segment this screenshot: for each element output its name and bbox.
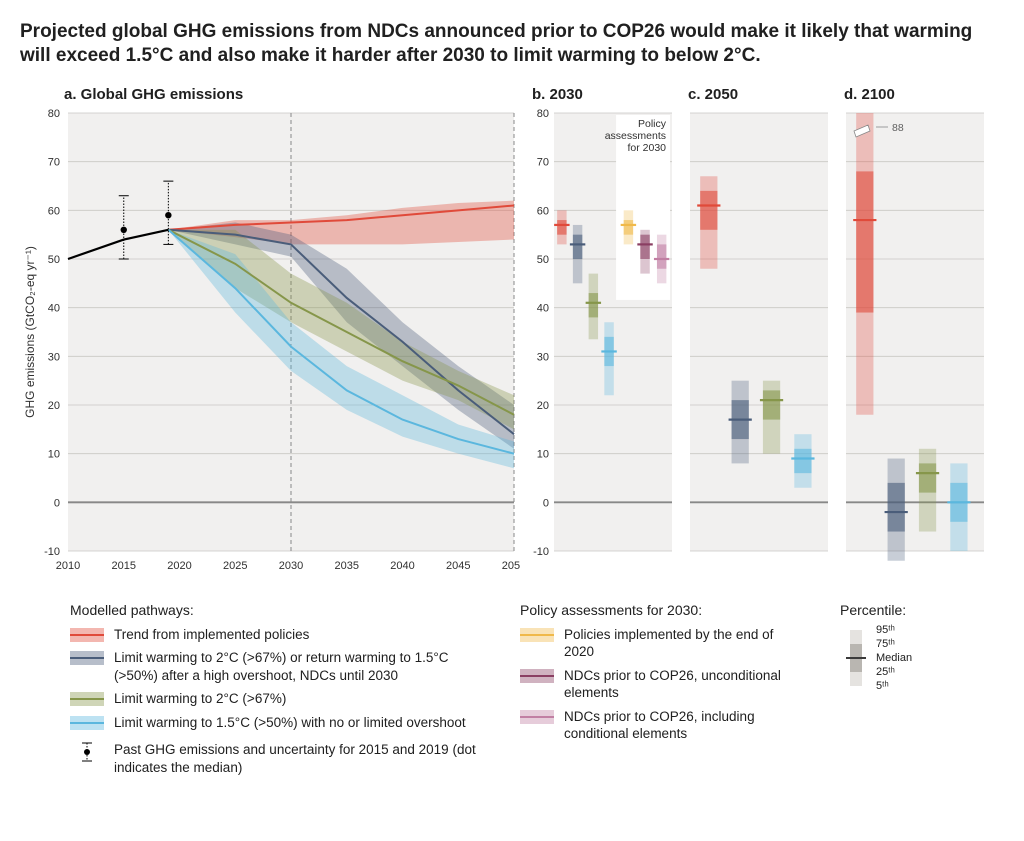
svg-text:70: 70	[48, 156, 60, 168]
svg-text:30: 30	[48, 351, 60, 363]
legends: Modelled pathways: Trend from implemente…	[20, 602, 1004, 783]
panel-c-svg	[684, 109, 832, 579]
legend-label: Limit warming to 2°C (>67%) or return wa…	[114, 649, 480, 684]
pk-median: Median	[876, 652, 912, 664]
legend-label: NDCs prior to COP26, unconditional eleme…	[564, 667, 794, 702]
pk-5: 5ᵗʰ	[876, 680, 889, 692]
svg-text:2015: 2015	[112, 560, 136, 572]
panel-d-title: d. 2100	[840, 86, 988, 103]
legend-item: NDCs prior to COP26, unconditional eleme…	[520, 667, 800, 702]
svg-text:88: 88	[892, 122, 904, 134]
legend-percentile: Percentile: 95ᵗʰ 75ᵗʰ Median 25ᵗʰ 5ᵗʰ	[840, 602, 960, 783]
panel-a-svg: -100102030405060708020102015202020252030…	[20, 109, 520, 579]
svg-text:40: 40	[48, 302, 60, 314]
svg-text:80: 80	[48, 109, 60, 120]
legend-label: Trend from implemented policies	[114, 626, 309, 644]
legend-item: Limit warming to 2°C (>67%)	[20, 690, 480, 708]
panel-c: c. 2050	[684, 86, 832, 584]
svg-text:0: 0	[54, 497, 60, 509]
svg-text:60: 60	[537, 205, 549, 217]
svg-text:2030: 2030	[279, 560, 303, 572]
svg-text:2040: 2040	[390, 560, 414, 572]
panel-c-title: c. 2050	[684, 86, 832, 103]
legend-label: Limit warming to 2°C (>67%)	[114, 690, 286, 708]
legend-pathways-heading: Modelled pathways:	[20, 602, 480, 618]
svg-text:for 2030: for 2030	[627, 142, 666, 154]
svg-text:60: 60	[48, 205, 60, 217]
pk-75: 75ᵗʰ	[876, 638, 895, 650]
legend-item: Trend from implemented policies	[20, 626, 480, 644]
legend-label: Limit warming to 1.5°C (>50%) with no or…	[114, 714, 466, 732]
panel-b: b. 2030 -10 0 10 20 30 40 50 60 70 80 Policyassess…	[528, 86, 676, 584]
panel-d: d. 2100 88	[840, 86, 988, 584]
pk-95: 95ᵗʰ	[876, 624, 895, 636]
color-swatch	[520, 710, 554, 724]
page-title: Projected global GHG emissions from NDCs…	[20, 20, 980, 68]
color-swatch	[520, 669, 554, 683]
color-swatch	[70, 628, 104, 642]
panel-a: a. Global GHG emissions -100102030405060…	[20, 86, 520, 584]
svg-text:-10: -10	[533, 546, 549, 558]
svg-text:2050: 2050	[502, 560, 520, 572]
svg-text:70: 70	[537, 156, 549, 168]
svg-text:2010: 2010	[56, 560, 80, 572]
svg-text:40: 40	[537, 302, 549, 314]
legend-policy: Policy assessments for 2030: Policies im…	[520, 602, 800, 783]
legend-policy-heading: Policy assessments for 2030:	[520, 602, 800, 618]
svg-text:2035: 2035	[335, 560, 359, 572]
panel-b-title: b. 2030	[528, 86, 676, 103]
svg-text:Policy: Policy	[638, 118, 667, 130]
pk-25: 25ᵗʰ	[876, 666, 895, 678]
legend-pathways: Modelled pathways: Trend from implemente…	[20, 602, 480, 783]
panel-d-svg: 88	[840, 109, 988, 579]
svg-text:2020: 2020	[167, 560, 191, 572]
svg-text:20: 20	[48, 400, 60, 412]
svg-text:2025: 2025	[223, 560, 247, 572]
charts-row: a. Global GHG emissions -100102030405060…	[20, 86, 1004, 584]
legend-item: Limit warming to 2°C (>67%) or return wa…	[20, 649, 480, 684]
svg-text:2045: 2045	[446, 560, 470, 572]
color-swatch	[520, 628, 554, 642]
svg-text:GHG emissions (GtCO₂-eq yr⁻¹): GHG emissions (GtCO₂-eq yr⁻¹)	[23, 246, 37, 418]
legend-item: Policies implemented by the end of 2020	[520, 626, 800, 661]
svg-text:assessments: assessments	[605, 130, 666, 142]
legend-item: Limit warming to 1.5°C (>50%) with no or…	[20, 714, 480, 732]
svg-text:-10: -10	[44, 546, 60, 558]
svg-text:10: 10	[48, 448, 60, 460]
svg-text:50: 50	[537, 254, 549, 266]
legend-errbar-row: Past GHG emissions and uncertainty for 2…	[20, 741, 480, 776]
svg-text:20: 20	[537, 400, 549, 412]
percentile-key: 95ᵗʰ 75ᵗʰ Median 25ᵗʰ 5ᵗʰ	[840, 626, 872, 690]
legend-percentile-heading: Percentile:	[840, 602, 960, 618]
color-swatch	[70, 716, 104, 730]
color-swatch	[70, 651, 104, 665]
svg-text:30: 30	[537, 351, 549, 363]
errbar-icon	[70, 741, 104, 763]
svg-text:0: 0	[543, 497, 549, 509]
svg-text:80: 80	[537, 109, 549, 120]
legend-label: Policies implemented by the end of 2020	[564, 626, 794, 661]
svg-text:50: 50	[48, 254, 60, 266]
panel-a-title: a. Global GHG emissions	[20, 86, 520, 103]
legend-label: NDCs prior to COP26, including condition…	[564, 708, 794, 743]
color-swatch	[70, 692, 104, 706]
panel-b-svg: -10 0 10 20 30 40 50 60 70 80 Policyassessmentsfor…	[528, 109, 676, 579]
svg-text:10: 10	[537, 448, 549, 460]
legend-item: NDCs prior to COP26, including condition…	[520, 708, 800, 743]
legend-errbar-label: Past GHG emissions and uncertainty for 2…	[114, 741, 480, 776]
